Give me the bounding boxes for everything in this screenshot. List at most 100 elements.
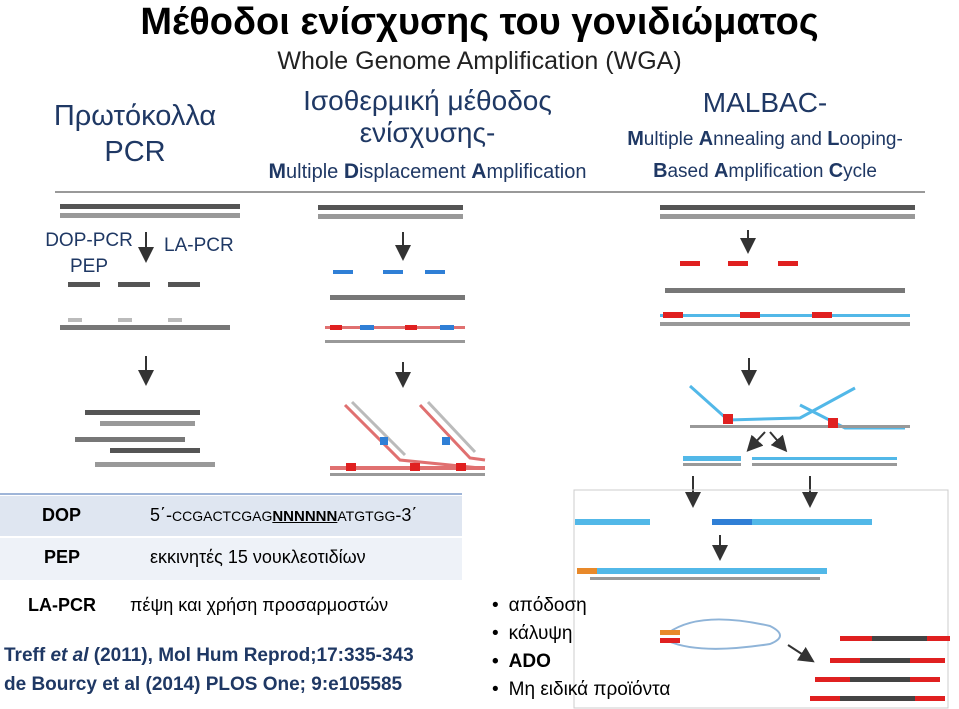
malbac-adapter-strand [712, 519, 752, 525]
malbac-primer [778, 261, 798, 266]
table-row-bg-pep [0, 538, 462, 580]
list-item: κάλυψη [492, 620, 670, 648]
malbac-rest-b: ased [667, 161, 714, 182]
page-title: Μέθοδοι ενίσχυσης του γονιδιώματος [140, 1, 819, 43]
ref2-text: de Bourcy et al (2014) PLOS One; 9:e1055… [4, 674, 403, 695]
mda-initial-a: A [471, 160, 487, 183]
malbac-amplicon [850, 677, 910, 682]
dop-primer-sequence: 5΄-CCGACTCGAGNNNNNNATGTGG-3΄ [150, 505, 417, 526]
malbac-looped-product [667, 618, 781, 650]
malbac-heading: MALBAC- [702, 87, 828, 118]
malbac-diagram [573, 205, 950, 709]
mda-initial-d: D [343, 160, 359, 183]
pcr-primer [118, 318, 132, 322]
pcr-product [95, 462, 215, 467]
malbac-initial-l: L [827, 128, 840, 150]
malbac-product [683, 456, 741, 461]
malbac-product [752, 457, 897, 460]
pcr-primer [168, 318, 182, 322]
malbac-primer [663, 312, 683, 318]
list-item: απόδοση [492, 592, 670, 620]
mda-rest-m: ultiple [286, 161, 344, 183]
malbac-adapter-strand [575, 519, 650, 525]
ref1-after: (2011), Mol Hum Reprod;17:335-343 [93, 645, 414, 666]
malbac-initial-b: B [653, 160, 668, 182]
mda-template-line [325, 340, 465, 343]
mda-rest-d: isplacement [358, 161, 472, 183]
malbac-product-strand [590, 577, 820, 580]
mda-primed-strand [325, 326, 465, 329]
malbac-primer [828, 418, 838, 428]
ref1-before: Treff [4, 645, 51, 666]
mda-branch [343, 403, 481, 470]
mda-primer-mark [442, 437, 450, 445]
malbac-acronym-line2: Based Amplification Cycle [600, 160, 930, 183]
malbac-primer [723, 414, 733, 424]
seq-part-b: ATGTGG [337, 508, 396, 524]
malbac-initial-c: C [828, 160, 844, 182]
malbac-adapter [577, 568, 597, 574]
mda-strand [330, 295, 465, 300]
reference-de-bourcy: de Bourcy et al (2014) PLOS One; 9:e1055… [4, 671, 402, 699]
malbac-primer [728, 261, 748, 266]
dop-pcr-label: DOP-PCR [45, 230, 133, 251]
pcr-product [85, 410, 200, 415]
la-pcr-description: πέψη και χρήση προσαρμοστών [130, 595, 389, 615]
malbac-initial-a: A [698, 128, 714, 150]
pep-description: εκκινητές 15 νουκλεοτιδίων [150, 547, 366, 567]
mda-random-primer [333, 270, 353, 274]
mda-primer-mark [405, 325, 417, 330]
pcr-primer [68, 318, 82, 322]
mda-primer-mark [346, 463, 356, 471]
table-label-dop: DOP [42, 505, 82, 525]
mda-template-top [318, 205, 463, 210]
pcr-fragment [118, 282, 150, 287]
pcr-product [100, 421, 195, 426]
isothermal-heading-line1: Ισοθερμική μέθοδος [303, 85, 552, 116]
mda-branch [418, 403, 486, 462]
table-header-rule [0, 493, 462, 495]
mda-primer-mark [330, 325, 342, 330]
pcr-product [110, 448, 200, 453]
malbac-product [683, 463, 741, 466]
pep-label: PEP [69, 256, 109, 277]
reference-treff: Treff et al (2011), Mol Hum Reprod;17:33… [4, 642, 414, 670]
mda-rest-a: mplification [486, 161, 587, 183]
malbac-strand [665, 288, 905, 293]
malbac-extension [660, 314, 910, 317]
malbac-primer [680, 261, 700, 266]
pcr-column-heading: Πρωτόκολλα PCR [30, 98, 240, 170]
list-item: Μη ειδικά προϊόντα [492, 676, 671, 704]
mda-random-primer [383, 270, 403, 274]
pcr-template-top [60, 204, 240, 209]
malbac-amplicon [840, 696, 915, 701]
list-item: ADO [492, 648, 670, 676]
malbac-primer [812, 312, 832, 318]
table-row-bg-dop [0, 496, 462, 536]
malbac-initial-m: M [627, 128, 644, 150]
mda-initial-m: M [268, 160, 287, 183]
malbac-rest-a: nnealing and [713, 129, 828, 150]
malbac-amplicon [860, 658, 910, 663]
mda-base-strand [330, 466, 485, 470]
pcr-heading-line1: Πρωτόκολλα [53, 100, 217, 132]
pcr-heading-line2: PCR [104, 136, 166, 168]
seq-random-n: NNNNNN [272, 508, 338, 525]
pcr-template [60, 325, 230, 330]
malbac-template-top [660, 205, 915, 210]
malbac-rest-m: ultiple [643, 129, 699, 150]
mda-random-primer [425, 270, 445, 274]
malbac-initial-a2: A [713, 160, 729, 182]
pcr-diagram [60, 204, 240, 467]
pcr-template-bottom [60, 213, 240, 218]
mda-branch [426, 400, 477, 454]
mda-primer-mark [360, 325, 374, 330]
malbac-amplicon [872, 636, 927, 641]
malbac-template-bottom [660, 214, 915, 219]
mda-branch [350, 400, 407, 457]
seq-prefix: 5΄- [150, 505, 172, 525]
table-label-la-pcr: LA-PCR [28, 595, 96, 615]
malbac-adapter-strand [752, 519, 872, 525]
malbac-product-strand [597, 568, 827, 574]
